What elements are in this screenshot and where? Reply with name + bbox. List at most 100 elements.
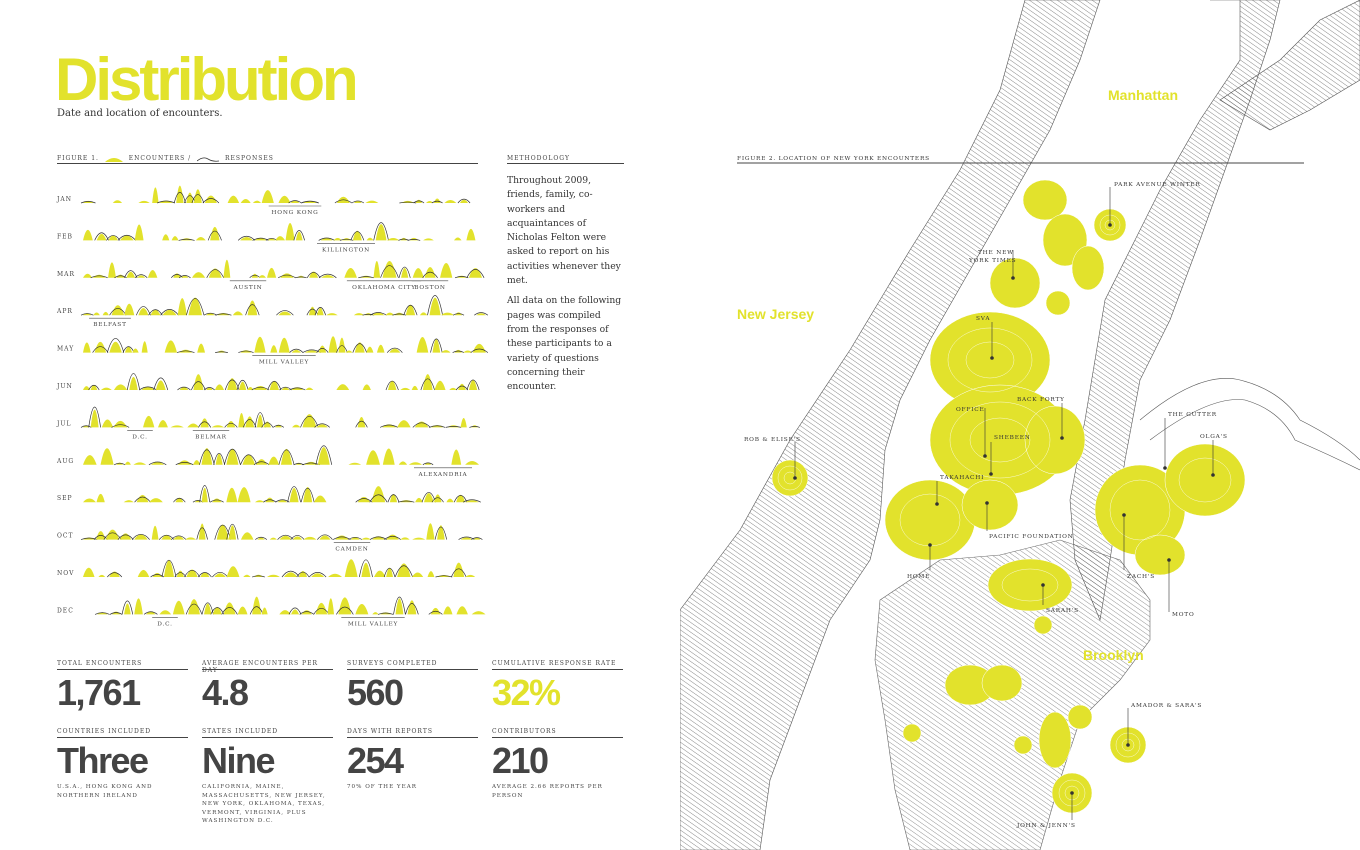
encounter-peak (444, 199, 457, 203)
response-curve (113, 462, 126, 466)
response-curve (134, 274, 148, 279)
response-curve (175, 462, 194, 466)
encounter-peak (433, 198, 441, 203)
encounter-peak (223, 602, 236, 615)
stat-label: STATES INCLUDED (202, 728, 333, 738)
month-label: MAY (57, 346, 74, 353)
response-curve (177, 386, 191, 391)
response-curve (148, 309, 163, 316)
encounter-peak (327, 598, 335, 615)
response-curve (427, 295, 443, 316)
month-label: JUN (56, 383, 73, 390)
response-curve (109, 308, 127, 316)
page-title: Distribution (55, 46, 359, 113)
response-curve (430, 338, 443, 353)
response-curve (191, 381, 206, 391)
encounter-peak (204, 603, 212, 615)
response-curve (299, 611, 315, 615)
response-curve (117, 534, 134, 540)
encounter-peak (292, 536, 303, 540)
stat-value: 210 (492, 740, 549, 781)
encounter-peak (195, 236, 206, 241)
encounter-peak (150, 461, 165, 465)
stat-states: STATES INCLUDED Nine CALIFORNIA, MAINE, … (202, 728, 333, 826)
response-curve (272, 424, 285, 428)
encounter-peak (173, 536, 185, 540)
encounter-peak (201, 487, 208, 503)
response-curve (136, 306, 151, 316)
encounter-peak (171, 236, 179, 241)
encounter-peak (155, 380, 166, 390)
encounter-peak (372, 612, 379, 615)
response-curve (314, 423, 331, 428)
encounter-peak (333, 237, 342, 241)
poi-home: HOME (907, 574, 930, 580)
poi-york-times: YORK TIMES (968, 258, 1016, 264)
response-curve (339, 238, 354, 241)
encounter-peak (214, 384, 225, 390)
response-curve (203, 312, 218, 316)
poi-takahachi: TAKAHACHI (940, 475, 984, 481)
response-curve (428, 610, 443, 615)
encounter-peak (247, 300, 258, 316)
response-curve (392, 313, 407, 316)
response-curve (185, 603, 203, 615)
encounter-peak (466, 228, 476, 241)
response-curve (153, 377, 169, 391)
encounter-peak (366, 450, 380, 465)
encounter-peak (465, 500, 479, 503)
encounter-peak (361, 562, 371, 577)
encounter-peak (134, 598, 143, 615)
response-curve (387, 494, 400, 503)
response-curve (420, 378, 435, 391)
month-label: DEC (57, 607, 74, 614)
response-curve (300, 487, 315, 503)
response-curve (215, 351, 228, 353)
encounter-peak (240, 532, 254, 540)
response-curve (213, 452, 225, 465)
response-curve (287, 486, 301, 503)
encounter-peak (361, 537, 371, 540)
location-annotation: ALEXANDRIA (418, 472, 468, 478)
response-curve (214, 524, 231, 540)
encounter-peak (338, 597, 352, 615)
poi-leaders (794, 187, 1214, 820)
stat-value: 1,761 (57, 672, 141, 713)
encounter-peak (197, 343, 206, 353)
response-curve (249, 606, 264, 615)
response-curve (206, 269, 225, 278)
encounter-peak (415, 497, 423, 503)
response-curve (173, 497, 186, 503)
encounter-peak (102, 311, 109, 316)
response-curve (332, 536, 351, 540)
response-curve (290, 535, 305, 540)
response-curve (385, 380, 399, 391)
location-annotation: AUSTIN (232, 285, 262, 291)
location-annotation: KILLINGTON (322, 247, 370, 253)
encounter-peak (303, 536, 317, 540)
encounter-peak (395, 598, 404, 615)
blob-rob-elise (771, 459, 809, 497)
poi-rob-elise: ROB & ELISE'S (744, 437, 801, 443)
stat-contributors: CONTRIBUTORS 210 AVERAGE 2.66 REPORTS PE… (492, 728, 623, 800)
encounter-peak (437, 525, 445, 540)
encounter-peak (137, 275, 146, 278)
response-curve (161, 559, 177, 578)
encounter-peak (201, 448, 213, 465)
encounter-peak (353, 313, 365, 316)
encounter-peak (251, 273, 258, 278)
encounter-peak (111, 305, 125, 316)
encounter-peak (83, 455, 97, 465)
encounter-peak (426, 523, 435, 540)
response-curve (109, 612, 123, 615)
encounter-peak (302, 414, 317, 428)
response-curve (252, 575, 265, 578)
response-curve (314, 307, 327, 316)
stat-label: CUMULATIVE RESPONSE RATE (492, 660, 623, 670)
encounter-peak (226, 420, 236, 428)
encounter-peak (397, 420, 411, 428)
stat-label: CONTRIBUTORS (492, 728, 623, 738)
response-curve (237, 235, 256, 241)
blob-brooklyn-5 (1038, 711, 1072, 769)
stat-note: U.S.A., HONG KONG AND NORTHERN IRELAND (57, 784, 153, 799)
